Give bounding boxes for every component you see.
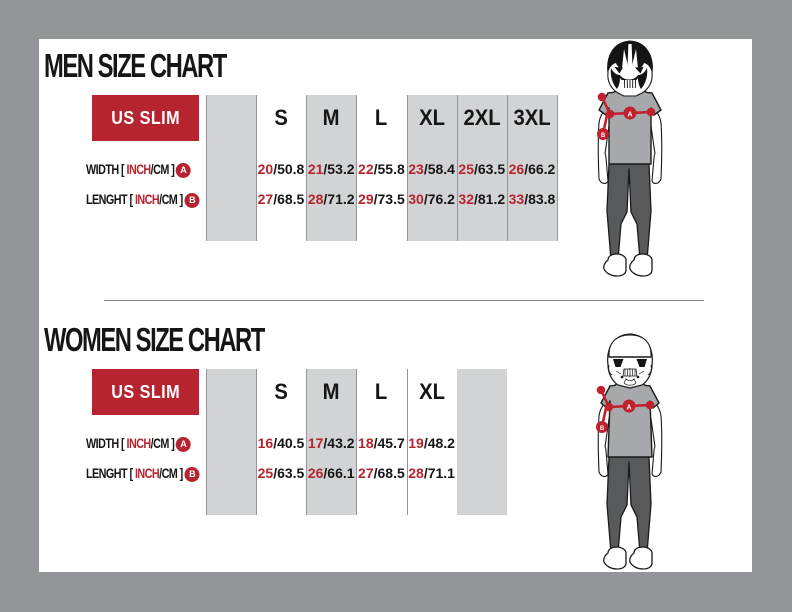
svg-text:B: B	[601, 133, 606, 139]
svg-text:A: A	[627, 112, 632, 119]
svg-text:B: B	[600, 426, 605, 432]
svg-text:A: A	[626, 405, 631, 412]
